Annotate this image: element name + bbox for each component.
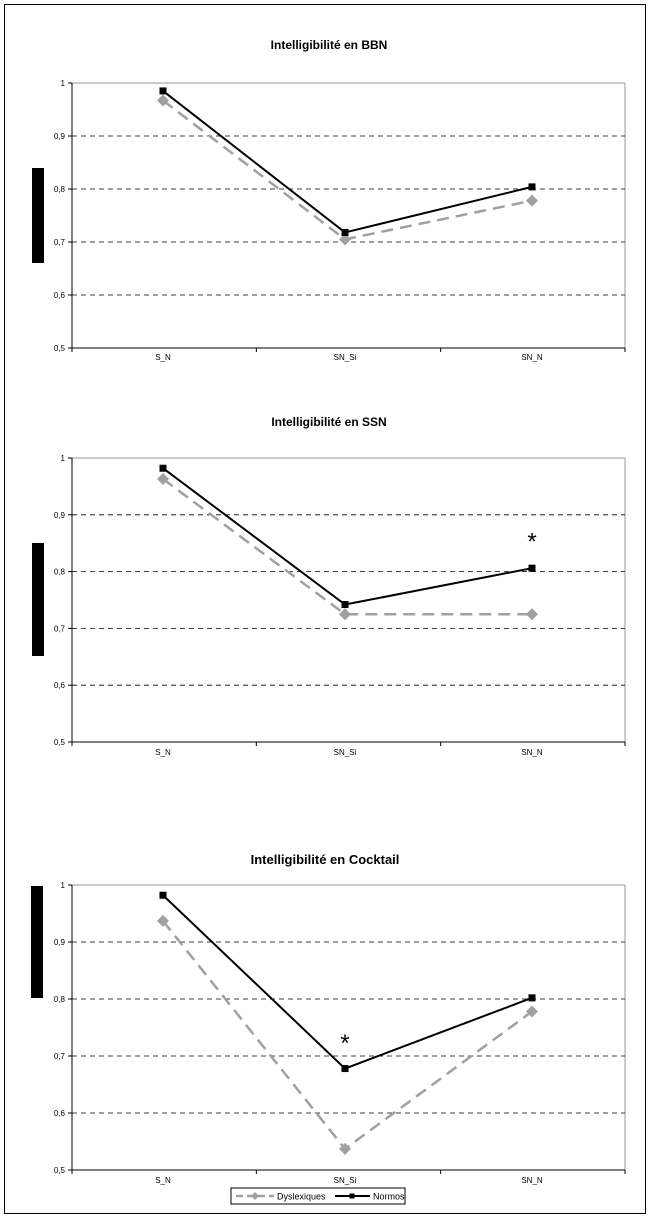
y-tick-label: 0,7 bbox=[54, 624, 66, 633]
y-tick-label: 0,6 bbox=[54, 291, 66, 300]
y-tick-label: 0,6 bbox=[54, 681, 66, 690]
y-tick-label: 0,5 bbox=[54, 738, 66, 747]
y-tick-label: 0,9 bbox=[54, 511, 66, 520]
y-tick-label: 1 bbox=[61, 79, 66, 88]
y-tick-label: 0,8 bbox=[54, 568, 66, 577]
y-tick-label: 0,8 bbox=[54, 185, 66, 194]
chart-ssn: Intelligibilité en SSN 0,5 0,6 0,7 0,8 0,9 1 S… bbox=[32, 415, 625, 757]
y-tick-label: 0,7 bbox=[54, 238, 66, 247]
chart-title: Intelligibilité en Cocktail bbox=[251, 852, 400, 867]
data-point-normos bbox=[529, 994, 536, 1001]
x-tick-label: S_N bbox=[155, 1176, 171, 1185]
x-tick-label: SN_Si bbox=[334, 748, 357, 757]
chart-title: Intelligibilité en SSN bbox=[271, 415, 386, 429]
x-tick-label: S_N bbox=[155, 748, 171, 757]
data-point-normos bbox=[529, 565, 536, 572]
x-tick-label: S_N bbox=[155, 353, 171, 362]
y-tick-label: 1 bbox=[61, 454, 66, 463]
series-line-dyslexiques bbox=[163, 479, 532, 614]
significance-marker: * bbox=[527, 528, 536, 555]
y-axis-label-box bbox=[32, 543, 44, 656]
x-tick-label: SN_Si bbox=[334, 353, 357, 362]
y-tick-label: 0,9 bbox=[54, 938, 66, 947]
chart-title: Intelligibilité en BBN bbox=[271, 38, 388, 52]
y-axis-label-box bbox=[32, 168, 44, 263]
chart-bbn: Intelligibilité en BBN 0,5 0,6 0,7 0,8 0,9 1 S… bbox=[32, 38, 625, 362]
y-tick-label: 0,6 bbox=[54, 1109, 66, 1118]
x-tick-label: SN_N bbox=[521, 748, 543, 757]
y-tick-label: 0,8 bbox=[54, 995, 66, 1004]
data-point-dyslexiques bbox=[526, 195, 538, 207]
y-tick-label: 0,7 bbox=[54, 1052, 66, 1061]
legend: Dyslexiques Normos bbox=[231, 1188, 405, 1204]
data-point-dyslexiques bbox=[526, 608, 538, 620]
y-tick-label: 0,9 bbox=[54, 132, 66, 141]
data-point-normos bbox=[160, 892, 167, 899]
data-point-normos bbox=[342, 1065, 349, 1072]
data-point-normos bbox=[529, 183, 536, 190]
series-line-dyslexiques bbox=[163, 100, 532, 239]
y-tick-label: 0,5 bbox=[54, 344, 66, 353]
x-tick-label: SN_Si bbox=[334, 1176, 357, 1185]
x-tick-label: SN_N bbox=[521, 353, 543, 362]
data-point-normos bbox=[160, 87, 167, 94]
legend-normos-label: Normos bbox=[373, 1192, 405, 1202]
data-point-normos bbox=[342, 601, 349, 608]
x-tick-label: SN_N bbox=[521, 1176, 543, 1185]
series-line-normos bbox=[163, 468, 532, 604]
data-point-normos bbox=[342, 229, 349, 236]
y-tick-label: 0,5 bbox=[54, 1166, 66, 1175]
legend-dyslexiques-label: Dyslexiques bbox=[277, 1192, 326, 1202]
significance-marker: * bbox=[340, 1030, 349, 1057]
legend-normos-marker bbox=[350, 1194, 355, 1199]
data-point-normos bbox=[160, 465, 167, 472]
chart-cocktail: Intelligibilité en Cocktail 0,5 0,6 0,7 0,8… bbox=[31, 852, 625, 1185]
y-axis-label-box bbox=[31, 886, 43, 998]
y-tick-label: 1 bbox=[61, 881, 66, 890]
